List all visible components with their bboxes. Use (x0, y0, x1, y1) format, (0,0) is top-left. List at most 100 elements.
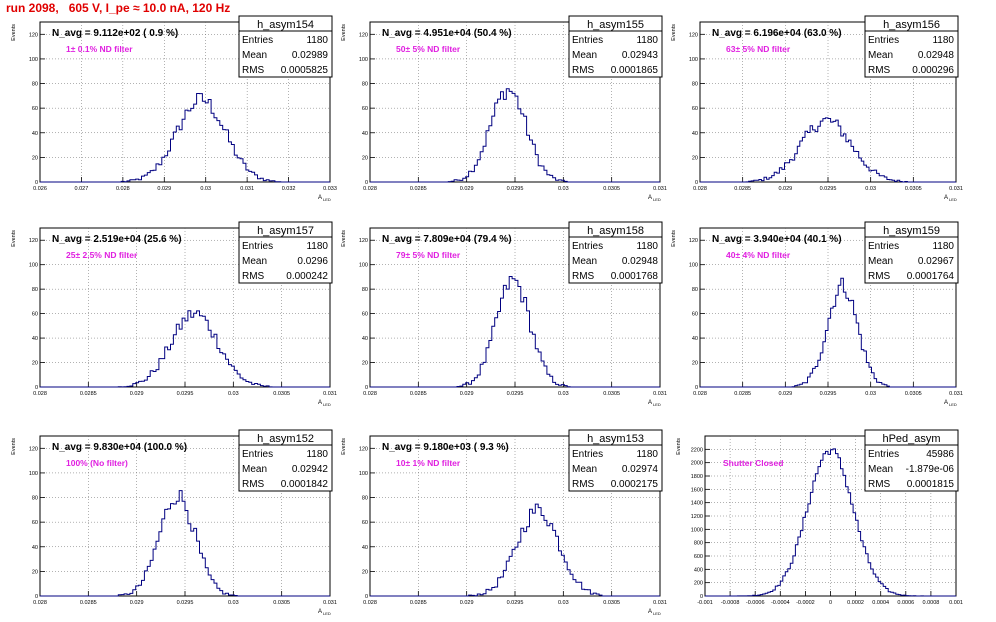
x-tick-label: 0.0305 (905, 186, 922, 192)
histogram-series-h_asym155 (370, 88, 660, 183)
n-avg-annotation: N_avg = 9.112e+02 ( 0.9 %) (52, 28, 178, 39)
y-axis-title: Events (671, 230, 677, 247)
y-tick-label: 120 (359, 446, 368, 452)
stats-box (568, 221, 663, 284)
x-tick-label: 0.031 (323, 391, 337, 397)
x-axis-title: A (648, 195, 652, 201)
stats-value: 1180 (932, 241, 954, 252)
x-tick-label: 0.0285 (734, 391, 751, 397)
x-tick-label: 0.001 (949, 600, 963, 606)
stats-label: RMS (868, 65, 891, 76)
stats-value: 1180 (636, 241, 658, 252)
y-tick-label: 60 (692, 106, 698, 112)
x-tick-label: 0.03 (228, 600, 239, 606)
histogram-panel-h_asym159: 0.028 0.0285 0.029 0.0295 0.03 0.0305 0.031 0 20… (671, 221, 963, 407)
y-tick-label: 0 (365, 180, 368, 186)
y-tick-label: 0 (695, 385, 698, 391)
x-tick-label: 0.0295 (507, 391, 524, 397)
stats-value: 0.02989 (292, 50, 329, 61)
x-axis-title: A (648, 400, 652, 406)
y-tick-label: 40 (362, 131, 368, 137)
y-tick-label: 60 (362, 520, 368, 526)
x-tick-label: 0.032 (282, 186, 296, 192)
filter-label: 25± 2.5% ND filter (66, 250, 138, 260)
y-tick-label: 40 (692, 131, 698, 137)
histogram-name: h_asym153 (587, 433, 644, 445)
filter-label: Shutter Closed (723, 458, 783, 468)
y-tick-label: 40 (362, 545, 368, 551)
histogram-series-h_asym154 (40, 93, 330, 183)
x-axis-title-subscript: LED (949, 197, 957, 202)
stats-value: 0.02942 (292, 464, 329, 475)
x-tick-label: 0.031 (949, 186, 963, 192)
histogram-series-h_asym159 (700, 277, 956, 388)
stats-value: 0.0001768 (611, 271, 659, 282)
x-tick-label: 0.029 (460, 600, 474, 606)
y-tick-label: 60 (32, 106, 38, 112)
y-axis-title: Events (671, 24, 677, 41)
x-tick-label: 0.0008 (922, 600, 939, 606)
stats-value: 45986 (926, 449, 954, 460)
y-tick-label: 20 (32, 569, 38, 575)
histogram-name: h_asym152 (257, 433, 314, 445)
stats-label: RMS (572, 271, 595, 282)
stats-label: Entries (572, 35, 603, 46)
x-axis-title: A (318, 195, 322, 201)
x-tick-label: 0.028 (33, 391, 47, 397)
stats-value: 1180 (306, 35, 328, 46)
x-tick-label: 0.029 (130, 600, 144, 606)
y-tick-label: 80 (692, 287, 698, 293)
stats-label: Mean (868, 50, 893, 61)
histogram-panel-hPed_asym: -0.001 -0.0008 -0.0006 -0.0004 -0.0002 0 0.000… (676, 429, 963, 606)
stats-value: 1180 (636, 35, 658, 46)
page-title: run 2098, 605 V, I_pe ≈ 10.0 nA, 120 Hz (6, 1, 231, 15)
n-avg-annotation: N_avg = 9.180e+03 ( 9.3 %) (382, 442, 509, 453)
stats-label: Mean (242, 464, 267, 475)
y-tick-label: 0 (35, 180, 38, 186)
y-tick-label: 100 (359, 57, 368, 63)
stats-box (864, 429, 959, 492)
y-tick-label: 40 (362, 336, 368, 342)
histogram-series-h_asym153 (370, 503, 660, 597)
y-tick-label: 60 (32, 520, 38, 526)
stats-label: RMS (242, 65, 265, 76)
histogram-series-h_asym152 (40, 490, 330, 597)
y-tick-label: 100 (689, 57, 698, 63)
x-tick-label: -0.0006 (746, 600, 765, 606)
stats-box (238, 15, 333, 78)
y-tick-label: 120 (29, 238, 38, 244)
histogram-panel-h_asym156: 0.028 0.0285 0.029 0.0295 0.03 0.0305 0.031 0 20… (671, 15, 963, 202)
x-tick-label: 0.0295 (177, 600, 194, 606)
x-tick-label: -0.0002 (796, 600, 815, 606)
x-tick-label: 0.0305 (273, 600, 290, 606)
stats-value: 0.0001842 (281, 479, 329, 490)
n-avg-annotation: N_avg = 9.830e+04 (100.0 %) (52, 442, 187, 453)
y-tick-label: 400 (694, 567, 703, 573)
stats-value: 1180 (306, 449, 328, 460)
x-tick-label: 0.03 (200, 186, 211, 192)
stats-label: RMS (868, 271, 891, 282)
y-tick-label: 600 (694, 554, 703, 560)
x-tick-label: 0.0295 (177, 391, 194, 397)
y-tick-label: 40 (692, 336, 698, 342)
stats-label: Entries (868, 449, 899, 460)
x-tick-label: 0.031 (240, 186, 254, 192)
y-tick-label: 2000 (691, 461, 703, 467)
x-tick-label: 0.031 (653, 600, 667, 606)
y-tick-label: 40 (32, 131, 38, 137)
stats-label: Entries (868, 241, 899, 252)
stats-label: Mean (242, 256, 267, 267)
histogram-panel-h_asym155: 0.028 0.0285 0.029 0.0295 0.03 0.0305 0.031 0 20… (341, 15, 667, 202)
stats-label: Mean (868, 256, 893, 267)
x-tick-label: 0.0295 (820, 391, 837, 397)
y-axis-title: Events (11, 24, 17, 41)
y-tick-label: 80 (32, 82, 38, 88)
filter-label: 79± 5% ND filter (396, 250, 461, 260)
stats-value: 0.02948 (918, 50, 955, 61)
y-tick-label: 200 (694, 581, 703, 587)
x-tick-label: 0.033 (323, 186, 337, 192)
stats-label: Entries (572, 241, 603, 252)
stats-label: Entries (868, 35, 899, 46)
histogram-panel-h_asym154: 0.026 0.027 0.028 0.029 0.03 0.031 0.032 0.033 0… (11, 15, 337, 202)
filter-label: 1± 0.1% ND filter (66, 44, 133, 54)
